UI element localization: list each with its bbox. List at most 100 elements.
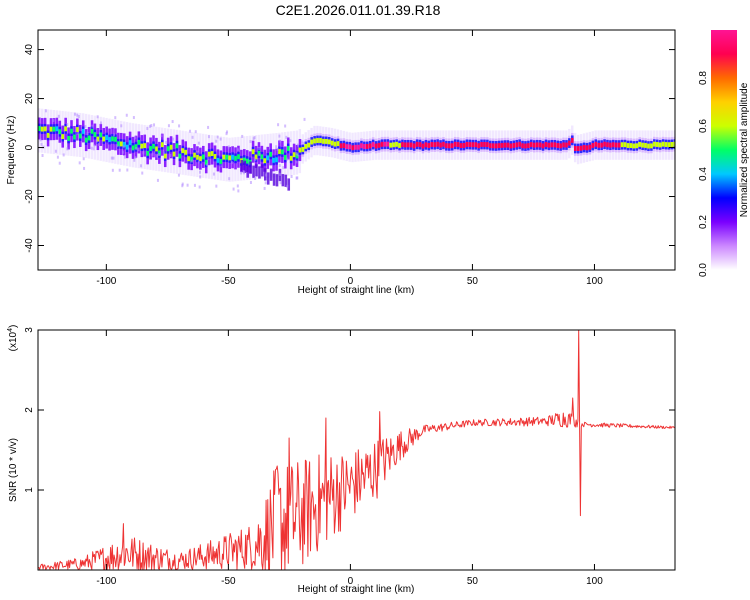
snr-x-tick-label: 0 — [348, 576, 354, 587]
spectrogram-core-cell — [70, 128, 73, 134]
spectrogram-core-cell — [667, 142, 671, 148]
spectrogram-core-cell — [486, 142, 489, 148]
spectrogram-branch-cell — [266, 172, 270, 185]
spectrogram-noise-cell — [155, 154, 158, 158]
spectrogram-core-cell — [670, 142, 674, 147]
spectrogram-noise-cell — [286, 184, 289, 188]
spectrogram-core-cell — [582, 145, 586, 150]
spectrogram-noise-cell — [278, 134, 281, 138]
spectrogram-core-cell — [120, 141, 123, 147]
spectrogram-y-tick-label: 40 — [24, 44, 35, 56]
spectrogram-noise-cell — [40, 142, 43, 146]
spectrogram-core-cell — [532, 142, 536, 148]
spectrogram-noise-cell — [279, 139, 282, 143]
spectrogram-core-cell — [442, 141, 445, 147]
spectrogram-core-cell — [617, 142, 621, 148]
snr-y-ticks: 1 2 3 — [24, 327, 675, 493]
spectrogram-noise-cell — [190, 159, 193, 163]
spectrogram-branch-cell — [287, 178, 291, 191]
spectrogram-core-cell — [111, 136, 114, 142]
spectrogram-core-cell — [483, 142, 486, 147]
snr-frame — [37, 329, 676, 571]
spectrogram-noise-cell — [121, 150, 124, 154]
spectrogram-core-cell — [351, 145, 354, 151]
spectrogram-noise-cell — [163, 151, 166, 155]
spectrogram-noise-cell — [82, 157, 85, 161]
spectrogram-core-cell — [339, 143, 343, 149]
spectrogram-branch-cell — [240, 159, 244, 173]
spectrogram-core-cell — [166, 146, 170, 152]
spectrogram-y-ticks: -40 -20 0 20 40 — [24, 44, 675, 253]
spectrogram-core-cell — [181, 148, 185, 154]
spectrogram-core-cell — [383, 141, 387, 147]
spectrogram-core-cell — [518, 141, 521, 147]
spectrogram-core-cell — [143, 143, 147, 149]
spectrogram-noise-cell — [57, 114, 60, 118]
spectrogram-core-cell — [155, 146, 158, 152]
spectrogram-noise-cell — [279, 181, 282, 185]
spectrogram-noise-cell — [54, 149, 57, 153]
spectrogram-core-cell — [459, 143, 463, 149]
spectrogram-noise-cell — [165, 140, 168, 144]
spectrogram-core-cell — [380, 141, 384, 147]
spectrogram-core-cell — [79, 133, 82, 139]
spectrogram-core-cell — [102, 136, 106, 142]
spectrogram-core-cell — [245, 158, 249, 164]
spectrogram-noise-cell — [110, 156, 113, 160]
spectrogram-core-cell — [304, 143, 308, 149]
spectrogram-core-cell — [573, 145, 577, 151]
spectrogram-core-cell — [471, 142, 475, 148]
spectrogram-core-cell — [292, 152, 296, 158]
spectrogram-core-cell — [591, 143, 595, 148]
spectrogram-core-cell — [515, 142, 518, 148]
spectrogram-noise-cell — [282, 166, 285, 170]
spectrogram-noise-cell — [279, 172, 282, 176]
spectrogram-core-cell — [149, 146, 152, 151]
spectrogram-noise-cell — [126, 168, 129, 172]
spectrogram-core-cell — [524, 143, 527, 149]
spectrogram-core-cell — [260, 154, 264, 160]
spectrogram-noise-cell — [113, 133, 116, 137]
spectrogram-core-cell — [401, 142, 404, 147]
spectrogram-core-cell — [409, 142, 413, 148]
snr-scale-suffix: ) — [8, 325, 19, 328]
spectrogram-core-cell — [612, 142, 615, 148]
spectrogram-core-cell — [635, 143, 639, 149]
spectrogram-noise-cell — [134, 136, 137, 140]
spectrogram-noise-cell — [167, 124, 170, 128]
spectrogram-core-cell — [64, 126, 67, 132]
spectrogram-core-cell — [81, 128, 85, 134]
spectrogram-branch-cell — [255, 164, 258, 177]
spectrogram-noise-cell — [169, 153, 172, 157]
spectrogram-noise-cell — [122, 145, 125, 149]
spectrogram-noise-cell — [171, 120, 174, 124]
spectrogram-core-cell — [494, 143, 498, 149]
spectrogram-noise-cell — [91, 124, 94, 128]
spectrogram-noise-cell — [83, 166, 86, 170]
spectrogram-noise-cell — [237, 189, 240, 193]
spectrogram-core-cell — [146, 150, 149, 156]
spectrogram-core-cell — [521, 143, 524, 149]
spectrogram-branch-cell — [246, 165, 250, 178]
spectrogram-core-cell — [547, 142, 551, 148]
spectrogram-core-cell — [187, 156, 190, 162]
spectrogram-core-cell — [93, 132, 97, 138]
spectrogram-noise-cell — [186, 183, 189, 187]
spectrogram-core-cell — [527, 143, 530, 149]
spectrogram-noise-cell — [99, 121, 102, 125]
spectrogram-core-cell — [377, 142, 381, 148]
spectrogram-noise-cell — [62, 153, 65, 157]
spectrogram-y-tick-label: -40 — [24, 238, 35, 253]
spectrogram-noise-cell — [146, 127, 149, 131]
spectrogram-core-cell — [108, 137, 111, 142]
spectrogram-core-cell — [131, 145, 135, 151]
spectrogram-core-cell — [278, 149, 281, 154]
spectrogram-noise-cell — [133, 158, 136, 162]
spectrogram-x-ticks: -100 -50 0 50 100 — [96, 30, 603, 287]
spectrogram-core-cell — [614, 142, 618, 148]
spectrogram-noise-cell — [236, 184, 239, 188]
spectrogram-core-cell — [427, 143, 431, 148]
snr-x-ticks: -100 -50 0 50 100 — [96, 330, 603, 587]
spectrogram-core-cell — [395, 141, 398, 147]
spectrogram-noise-cell — [118, 168, 121, 172]
